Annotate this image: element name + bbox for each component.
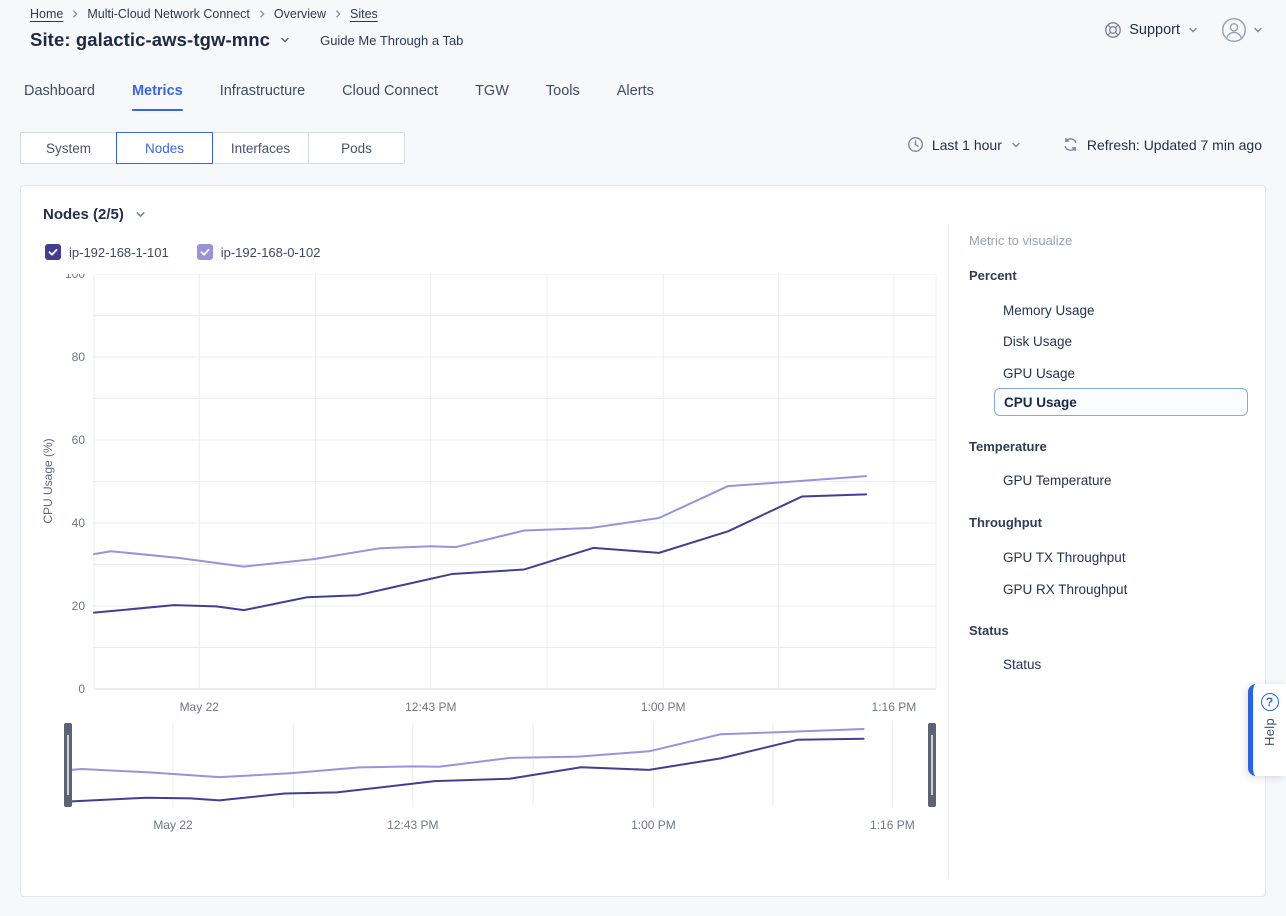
svg-text:20: 20 [72,599,86,613]
cpu-usage-line-chart: 0 20 40 60 80 100 May 22 12:43 PM 1:00 PM 1:16 PM [41,274,946,719]
metric-item-gpu-temperature[interactable]: GPU Temperature [1003,472,1112,488]
tab-metrics[interactable]: Metrics [131,80,183,111]
metric-item-status[interactable]: Status [1003,656,1042,672]
metric-sidebar-title: Metric to visualize [969,232,1073,248]
legend-label: ip-192-168-0-102 [220,244,321,260]
svg-text:12:43 PM: 12:43 PM [405,700,456,714]
time-range-selector[interactable]: Last 1 hour [907,136,1022,153]
chevron-down-icon [1010,139,1022,151]
svg-text:100: 100 [65,274,85,281]
metric-item-gpu-usage[interactable]: GPU Usage [1003,365,1076,381]
chevron-down-icon [1187,24,1199,36]
panel-title: Nodes (2/5) [43,206,124,223]
breadcrumb-sites-link[interactable]: Sites [350,7,378,21]
metric-group-percent: Percent [969,267,1017,283]
svg-text:1:00 PM: 1:00 PM [641,700,686,714]
breadcrumb: Home Multi-Cloud Network Connect Overvie… [30,7,378,21]
metric-scope-switcher: System Nodes Interfaces Pods [20,132,405,164]
breadcrumb-item: Multi-Cloud Network Connect [87,7,250,21]
metric-item-gpu-tx-throughput[interactable]: GPU TX Throughput [1003,549,1126,565]
refresh-status-label: Refresh: Updated 7 min ago [1086,136,1262,153]
svg-text:1:00 PM: 1:00 PM [631,818,676,832]
svg-text:1:16 PM: 1:16 PM [870,818,915,832]
guide-me-link[interactable]: Guide Me Through a Tab [320,32,464,48]
svg-text:0: 0 [78,682,85,696]
svg-text:80: 80 [72,350,86,364]
breadcrumb-separator-icon [257,9,267,19]
chart-legend: ip-192-168-1-101 ip-192-168-0-102 [45,244,320,260]
refresh-button[interactable]: Refresh: Updated 7 min ago [1062,136,1262,153]
breadcrumb-home-link[interactable]: Home [30,7,64,21]
svg-text:60: 60 [72,433,86,447]
subtab-nodes[interactable]: Nodes [116,132,213,164]
lifebuoy-icon [1104,21,1122,39]
legend-label: ip-192-168-1-101 [69,244,169,260]
metric-group-temperature: Temperature [969,438,1047,454]
legend-item-node-2[interactable]: ip-192-168-0-102 [196,244,321,260]
breadcrumb-separator-icon [70,9,80,19]
metric-group-throughput: Throughput [969,514,1042,530]
svg-text:May 22: May 22 [153,818,193,832]
collapse-chevron-icon[interactable] [134,208,147,221]
site-dropdown-chevron-icon[interactable] [278,33,292,47]
avatar-icon [1221,17,1247,43]
checkbox-checked-icon[interactable] [45,244,61,260]
tab-cloud-connect[interactable]: Cloud Connect [342,83,439,99]
breadcrumb-separator-icon [333,9,343,19]
subtab-pods[interactable]: Pods [308,132,405,164]
metric-item-memory-usage[interactable]: Memory Usage [1003,302,1095,318]
metric-group-status: Status [969,622,1009,638]
refresh-icon [1062,136,1079,153]
tab-alerts[interactable]: Alerts [616,83,654,99]
page-title: Site: galactic-aws-tgw-mnc [30,29,271,50]
checkbox-checked-icon[interactable] [196,244,213,260]
tab-bar: Dashboard Metrics Infrastructure Cloud C… [24,80,654,111]
svg-text:40: 40 [72,516,86,530]
nodes-metrics-panel: Nodes (2/5) ip-192-168-1-101 ip-192-168-… [20,185,1266,897]
subtab-interfaces[interactable]: Interfaces [212,132,309,164]
support-menu[interactable]: Support [1104,21,1199,39]
clock-icon [907,136,924,153]
metric-item-gpu-rx-throughput[interactable]: GPU RX Throughput [1003,581,1128,597]
svg-text:May 22: May 22 [180,700,220,714]
tab-tools[interactable]: Tools [545,83,580,99]
svg-text:12:43 PM: 12:43 PM [387,818,438,832]
help-icon: ? [1260,693,1279,711]
support-label: Support [1129,22,1180,38]
tab-dashboard[interactable]: Dashboard [24,83,95,99]
legend-item-node-1[interactable]: ip-192-168-1-101 [45,244,169,260]
subtab-system[interactable]: System [20,132,117,164]
panel-divider [948,224,949,878]
tab-tgw[interactable]: TGW [475,83,509,99]
metric-item-disk-usage[interactable]: Disk Usage [1003,333,1073,349]
time-range-label: Last 1 hour [931,136,1002,153]
svg-text:1:16 PM: 1:16 PM [872,700,917,714]
time-brush-chart[interactable]: May 22 12:43 PM 1:00 PM 1:16 PM [64,723,936,837]
tab-infrastructure[interactable]: Infrastructure [219,83,306,99]
metric-item-cpu-usage[interactable]: CPU Usage [994,388,1248,416]
chevron-down-icon [1252,24,1264,36]
account-menu[interactable] [1221,17,1264,43]
help-label: Help [1262,718,1277,746]
breadcrumb-item: Overview [273,7,326,21]
help-button[interactable]: ? Help [1248,684,1286,776]
